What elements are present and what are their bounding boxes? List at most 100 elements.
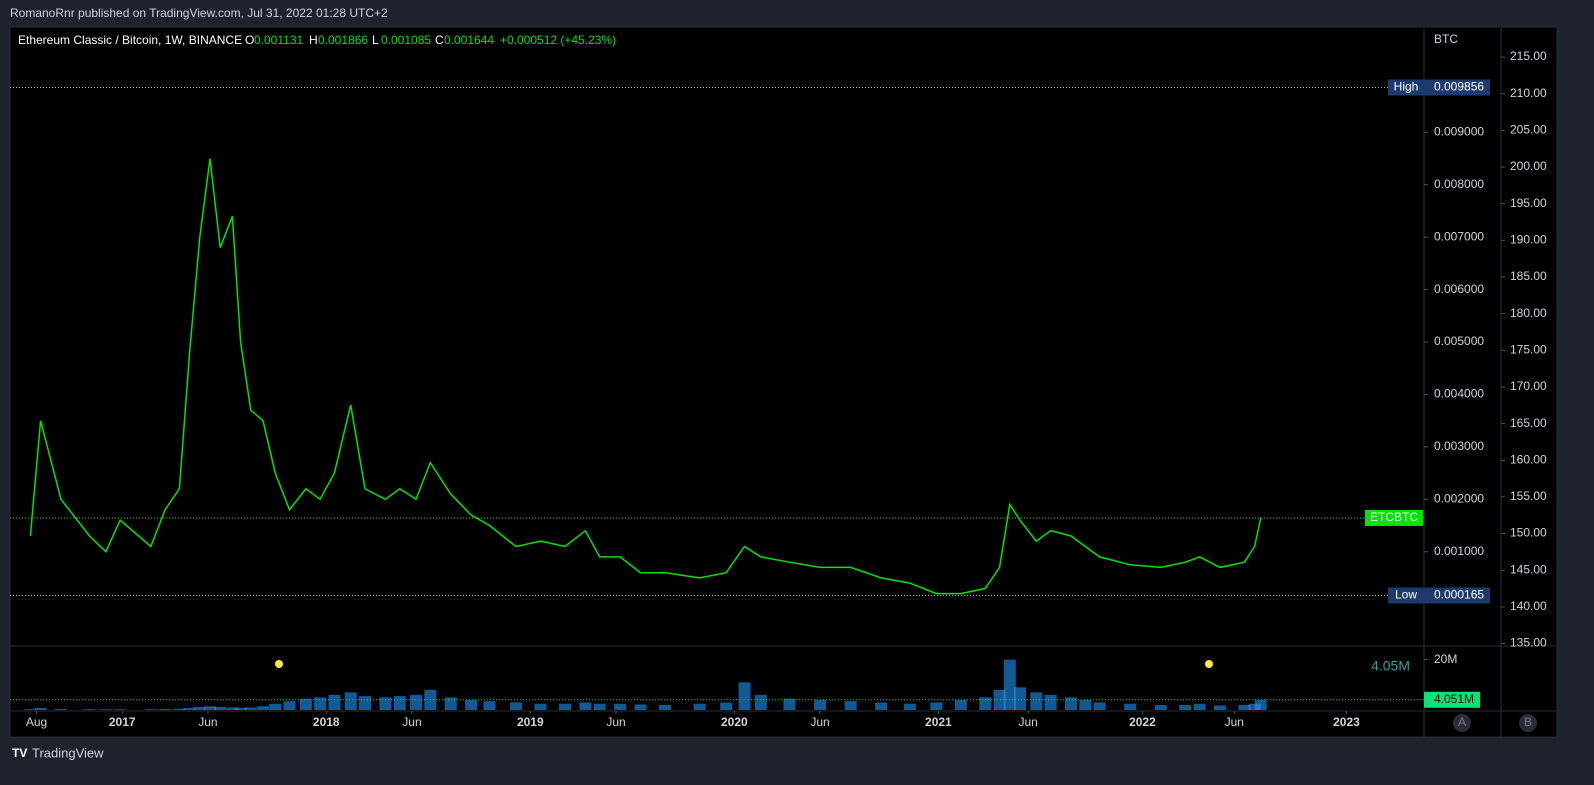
y2-tick-label: 155.00 bbox=[1510, 489, 1547, 503]
event-dot bbox=[1205, 660, 1213, 668]
volume-bar bbox=[299, 698, 312, 710]
volume-bar bbox=[658, 704, 671, 710]
volume-bar bbox=[754, 694, 767, 710]
volume-bar bbox=[214, 706, 227, 710]
volume-bar bbox=[558, 703, 571, 710]
y-tick-label: 0.007000 bbox=[1434, 229, 1484, 243]
volume-bar bbox=[614, 703, 627, 710]
volume-bar bbox=[159, 708, 172, 710]
volume-bar bbox=[314, 697, 327, 710]
volume-bar bbox=[234, 707, 247, 710]
x-tick-label: 2021 bbox=[925, 715, 952, 729]
x-tick-label: 2018 bbox=[313, 715, 340, 729]
volume-bar bbox=[144, 709, 157, 710]
volume-bar bbox=[993, 689, 1006, 710]
volume-bar bbox=[1193, 703, 1206, 710]
event-dot bbox=[275, 660, 283, 668]
ohlc-label: C bbox=[435, 33, 444, 47]
volume-bar bbox=[465, 699, 478, 710]
high-value: 0.009856 bbox=[1434, 80, 1484, 94]
volume-bar bbox=[257, 706, 270, 710]
volume-last-label: 4.051M bbox=[1434, 692, 1474, 706]
volume-bar bbox=[483, 701, 496, 710]
volume-bar bbox=[579, 702, 592, 710]
ohlc-label: H bbox=[309, 33, 318, 47]
low-label: Low bbox=[1395, 588, 1417, 602]
ohlc-value: 0.001866 bbox=[318, 33, 368, 47]
low-value-tag bbox=[1424, 587, 1490, 604]
scale-button[interactable] bbox=[1519, 714, 1537, 732]
volume-bar bbox=[328, 694, 341, 710]
volume-bar bbox=[1030, 692, 1043, 710]
x-tick-label: 2020 bbox=[721, 715, 748, 729]
volume-annotation: 4.05M bbox=[1371, 658, 1410, 674]
y-tick-label: 0.002000 bbox=[1434, 491, 1484, 505]
volume-bar bbox=[183, 707, 196, 710]
volume-bar bbox=[444, 697, 457, 710]
x-tick-label: Jun bbox=[1018, 715, 1037, 729]
volume-last-tag bbox=[1424, 691, 1480, 708]
y2-tick-label: 160.00 bbox=[1510, 452, 1547, 466]
high-value-tag bbox=[1424, 79, 1490, 96]
high-label: High bbox=[1394, 80, 1419, 94]
y2-tick-label: 205.00 bbox=[1510, 123, 1547, 137]
y2-tick-label: 195.00 bbox=[1510, 196, 1547, 210]
y-tick-label: 0.001000 bbox=[1434, 544, 1484, 558]
volume-bar bbox=[875, 702, 888, 710]
y2-tick-label: 215.00 bbox=[1510, 49, 1547, 63]
volume-bar bbox=[1003, 659, 1016, 710]
volume-bar bbox=[99, 709, 112, 710]
y-tick-label: 0.004000 bbox=[1434, 387, 1484, 401]
volume-bar bbox=[930, 702, 943, 710]
volume-bar bbox=[34, 707, 47, 710]
volume-bar bbox=[1238, 704, 1251, 710]
volume-tick-label: 20M bbox=[1434, 652, 1457, 666]
volume-bar bbox=[783, 698, 796, 710]
volume-bar bbox=[203, 706, 216, 710]
volume-bar bbox=[593, 703, 606, 710]
volume-bar bbox=[114, 709, 127, 710]
x-tick-label: 2022 bbox=[1129, 715, 1156, 729]
volume-bar bbox=[1065, 697, 1078, 710]
x-tick-label: Jun bbox=[402, 715, 421, 729]
y2-tick-label: 135.00 bbox=[1510, 636, 1547, 650]
volume-bar bbox=[534, 703, 547, 710]
symbol-title: Ethereum Classic / Bitcoin, 1W, BINANCE bbox=[18, 33, 242, 47]
volume-bar bbox=[720, 702, 733, 710]
y2-tick-label: 180.00 bbox=[1510, 306, 1547, 320]
volume-bar bbox=[83, 709, 96, 710]
volume-bar bbox=[954, 699, 967, 710]
y2-tick-label: 165.00 bbox=[1510, 416, 1547, 430]
y2-tick-label: 185.00 bbox=[1510, 269, 1547, 283]
scale-button-label[interactable]: B bbox=[1524, 715, 1532, 729]
scale-button-label[interactable]: A bbox=[1458, 715, 1466, 729]
volume-bar bbox=[269, 703, 282, 710]
y2-tick-label: 140.00 bbox=[1510, 599, 1547, 613]
ohlc-label: O bbox=[245, 33, 254, 47]
volume-bar bbox=[1044, 694, 1057, 710]
volume-bar bbox=[1014, 687, 1026, 710]
y2-tick-label: 145.00 bbox=[1510, 562, 1547, 576]
chart-frame bbox=[9, 26, 1558, 738]
volume-bar bbox=[844, 701, 857, 710]
y-tick-label: 0.009000 bbox=[1434, 125, 1484, 139]
ohlc-value: 0.001131 bbox=[254, 33, 303, 47]
volume-bar bbox=[634, 704, 647, 710]
volume-bar bbox=[173, 708, 186, 710]
change: +0.000512 (+45.23%) bbox=[500, 33, 616, 47]
volume-bar bbox=[814, 699, 827, 710]
volume-bar bbox=[24, 709, 37, 710]
x-tick-label: Jun bbox=[606, 715, 625, 729]
x-tick-label: Jun bbox=[198, 715, 217, 729]
scale-button[interactable] bbox=[1453, 714, 1471, 732]
y-tick-label: 0.005000 bbox=[1434, 334, 1484, 348]
volume-bar bbox=[903, 703, 916, 710]
volume-bar bbox=[1093, 702, 1106, 710]
volume-bar bbox=[979, 697, 992, 710]
volume-bar bbox=[1254, 699, 1267, 710]
volume-bar bbox=[693, 703, 706, 710]
volume-bar bbox=[738, 682, 751, 710]
y-tick-label: 0.008000 bbox=[1434, 177, 1484, 191]
low-tag bbox=[1388, 587, 1424, 604]
volume-bar bbox=[1248, 703, 1261, 710]
